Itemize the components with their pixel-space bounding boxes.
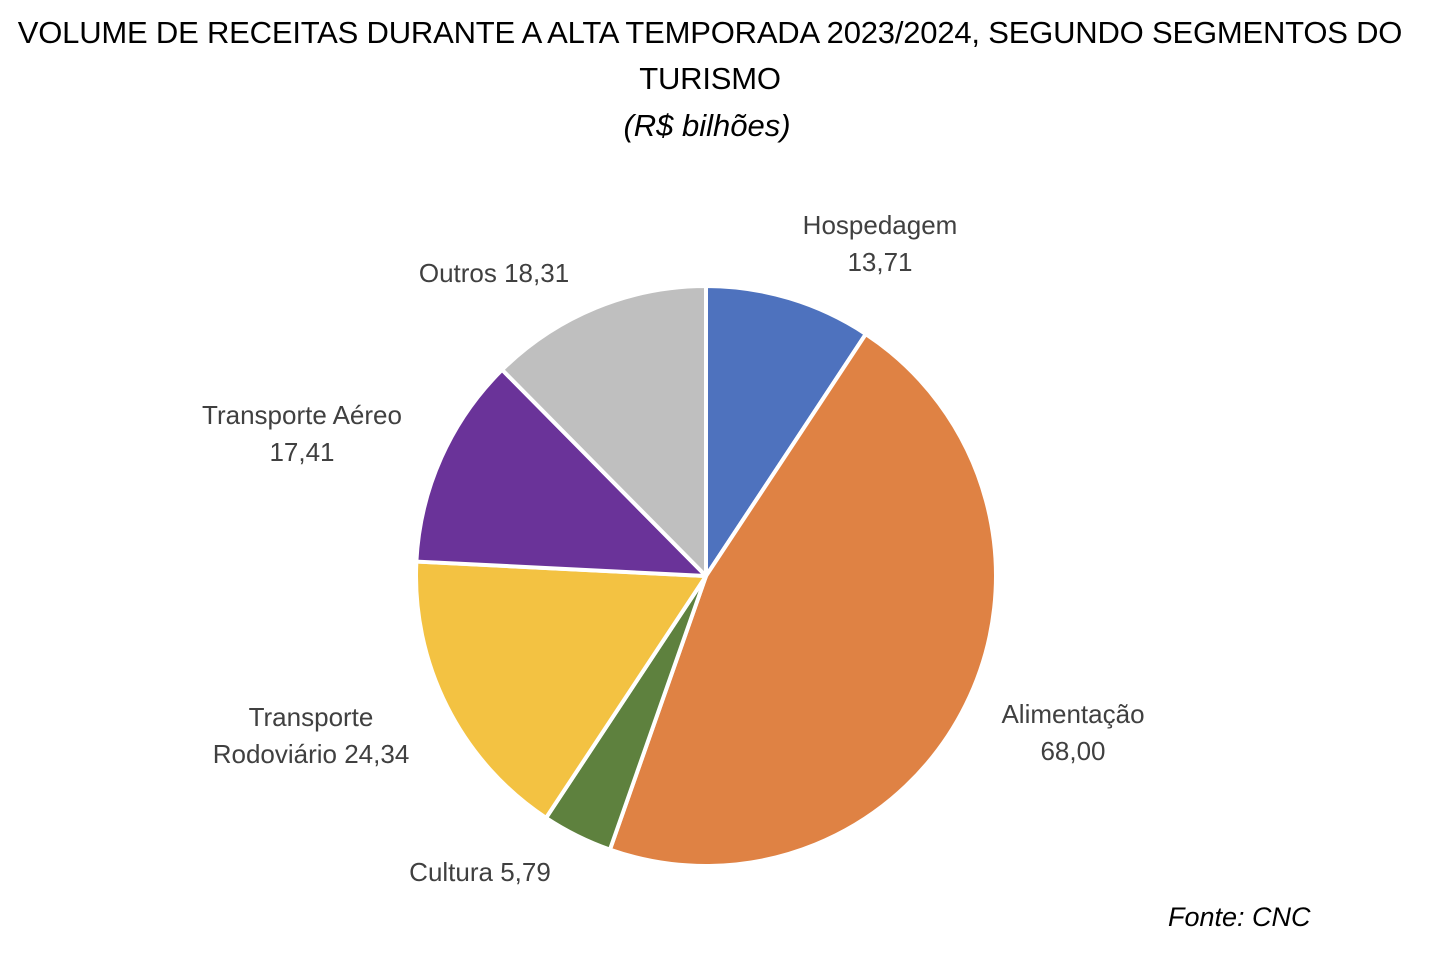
pie-labels: Hospedagem 13,71 Alimentação 68,00 Cultura 5… (202, 210, 1145, 887)
chart-title: VOLUME DE RECEITAS DURANTE A ALTA TEMPOR… (17, 15, 1403, 96)
data-label-hospedagem: Hospedagem 13,71 (803, 210, 958, 277)
pie-slice-hospedagem (704, 284, 868, 578)
data-label-alimenta-o: Alimentação 68,00 (1001, 699, 1144, 766)
chart-subtitle: (R$ bilhões) (623, 108, 791, 143)
pie-slice-alimenta-o (607, 332, 998, 868)
data-label-cultura: Cultura 5,79 (409, 857, 551, 887)
data-label-line: Rodoviário 24,34 (213, 739, 410, 769)
source-note: Fonte: CNC (1168, 902, 1311, 932)
data-label-line: 68,00 (1040, 736, 1105, 766)
data-label-outros: Outros 18,31 (419, 258, 569, 288)
data-label-line: Alimentação (1001, 699, 1144, 729)
data-label-line: Cultura 5,79 (409, 857, 551, 887)
pie-slice-outros (500, 284, 708, 578)
data-label-line: Hospedagem (803, 210, 958, 240)
pie-slice-transporte-rodovi-rio (414, 559, 708, 820)
data-label-line: Outros 18,31 (419, 258, 569, 288)
data-label-transporte-rodovi-rio: Transporte Rodoviário 24,34 (213, 702, 410, 769)
data-label-line: 17,41 (269, 437, 334, 467)
pie-slice-transporte-a-reo (414, 367, 708, 578)
data-label-line: 13,71 (847, 247, 912, 277)
data-label-transporte-a-reo: Transporte Aéreo 17,41 (202, 400, 402, 467)
data-label-line: Transporte (249, 702, 374, 732)
pie-slices (414, 284, 998, 868)
data-label-line: Transporte Aéreo (202, 400, 402, 430)
